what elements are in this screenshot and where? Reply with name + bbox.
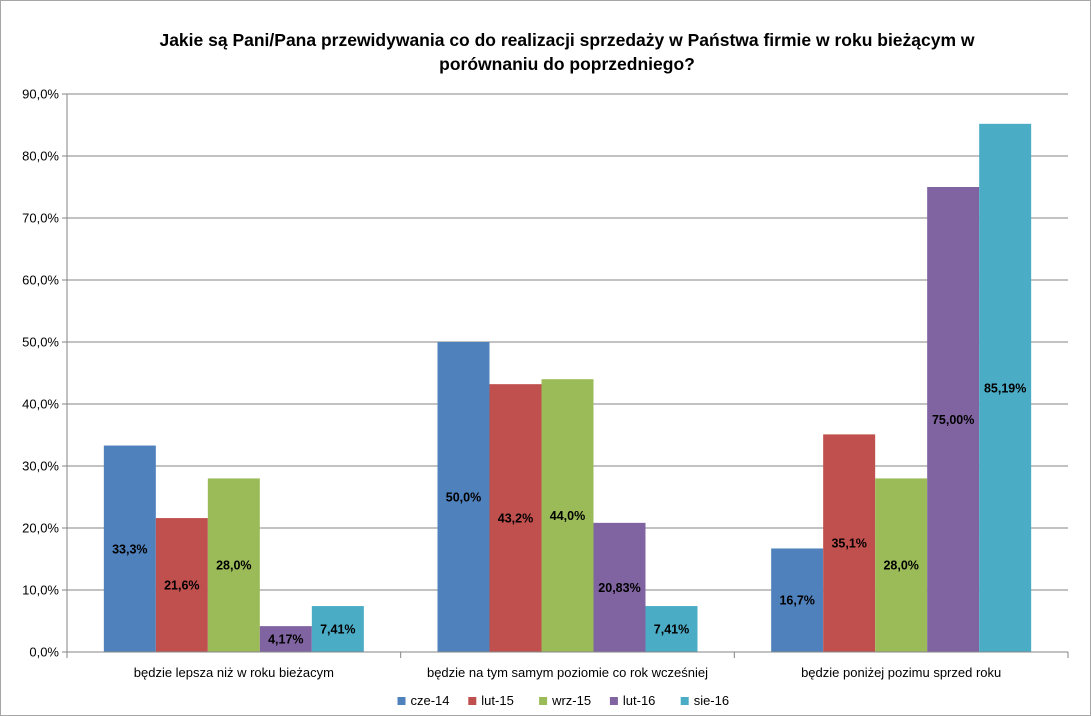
bar-cze-14-3 <box>771 548 824 652</box>
bar-wrz-15-2 <box>541 379 594 652</box>
legend-label: sie-16 <box>694 693 729 708</box>
data-label: 16,7% <box>779 594 814 608</box>
data-label: 33,3% <box>112 542 147 556</box>
legend-label: lut-16 <box>623 693 656 708</box>
data-label: 35,1% <box>831 537 866 551</box>
legend-swatch-sie-16 <box>680 697 689 705</box>
x-category-label: będzie poniżej pozimu sprzed roku <box>801 665 1001 680</box>
y-axis-tick-labels: 0,0% 10,0% 20,0% 30,0% 40,0% 50,0% 60,0% 70,0% 8… <box>22 87 59 660</box>
data-label: 28,0% <box>216 559 251 573</box>
y-tick-label: 50,0% <box>22 335 59 350</box>
bar-cze-14-2 <box>437 342 490 652</box>
bars <box>103 123 1032 652</box>
data-labels: 33,3% 50,0% 16,7% 21,6% 43,2% 35,1% 28,0% 44,0%… <box>112 381 1026 646</box>
bar-lut-15-1 <box>155 518 208 652</box>
bar-sie-16-3 <box>979 123 1032 652</box>
data-label: 28,0% <box>883 559 918 573</box>
data-label: 21,6% <box>164 579 199 593</box>
y-tick-label: 30,0% <box>22 459 59 474</box>
data-label: 75,00% <box>932 413 974 427</box>
legend-swatch-lut-16 <box>609 697 618 705</box>
x-axis-category-labels: będzie lepsza niż w roku bieżacym będzie … <box>134 665 1001 680</box>
bar-sie-16-2 <box>645 606 698 652</box>
data-label: 20,83% <box>598 581 640 595</box>
data-label: 50,0% <box>446 491 481 505</box>
legend-label: wrz-15 <box>551 693 591 708</box>
data-label: 7,41% <box>320 623 355 637</box>
bar-lut-16-3 <box>927 187 980 652</box>
data-label: 85,19% <box>984 381 1026 395</box>
bar-lut-15-3 <box>823 434 876 652</box>
data-label: 4,17% <box>268 633 303 647</box>
data-label: 44,0% <box>550 509 585 523</box>
legend-swatch-wrz-15 <box>539 697 548 705</box>
data-label: 43,2% <box>498 512 533 526</box>
axes <box>66 94 1069 658</box>
y-tick-label: 70,0% <box>22 211 59 226</box>
legend-swatch-cze-14 <box>397 697 406 705</box>
y-tick-label: 0,0% <box>29 645 59 660</box>
x-category-label: będzie na tym samym poziomie co rok wcze… <box>427 665 708 680</box>
legend-label: lut-15 <box>481 693 514 708</box>
bar-lut-16-2 <box>593 522 646 652</box>
chart-title-line-1: Jakie są Pani/Pana przewidywania co do r… <box>159 30 974 50</box>
bar-sie-16-1 <box>311 606 364 652</box>
y-tick-label: 10,0% <box>22 583 59 598</box>
x-category-label: będzie lepsza niż w roku bieżacym <box>134 665 334 680</box>
y-tick-label: 80,0% <box>22 149 59 164</box>
legend: cze-14 lut-15 wrz-15 lut-16 sie-16 <box>397 693 729 708</box>
y-tick-label: 60,0% <box>22 273 59 288</box>
bar-cze-14-1 <box>103 445 156 652</box>
bar-wrz-15-1 <box>207 478 260 652</box>
legend-label: cze-14 <box>411 693 450 708</box>
legend-swatch-lut-15 <box>468 697 477 705</box>
bar-lut-15-2 <box>489 384 542 652</box>
y-tick-label: 40,0% <box>22 397 59 412</box>
bar-wrz-15-3 <box>875 478 928 652</box>
y-tick-label: 20,0% <box>22 521 59 536</box>
data-label: 7,41% <box>654 623 689 637</box>
chart-title-line-2: porównaniu do poprzedniego? <box>439 54 695 74</box>
bar-lut-16-1 <box>259 626 312 652</box>
y-tick-label: 90,0% <box>22 87 59 102</box>
